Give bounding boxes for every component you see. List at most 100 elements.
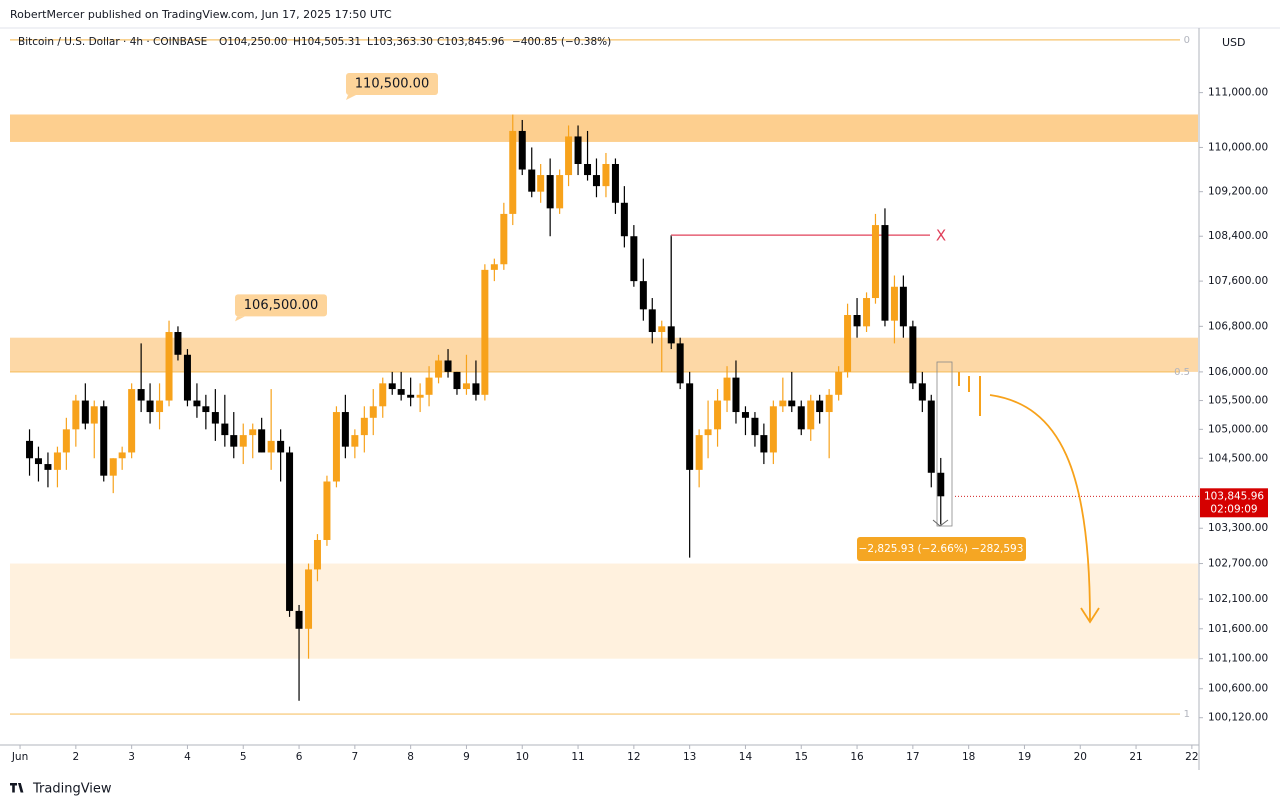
x-tick-label: 6 <box>296 751 303 763</box>
candle-body <box>844 315 852 372</box>
candle-body <box>202 406 210 413</box>
level-label-pointer <box>346 94 356 100</box>
candle-body <box>890 286 898 321</box>
candle-body <box>518 130 526 170</box>
candle-body <box>546 175 554 209</box>
candle-body <box>72 400 80 430</box>
candle-body <box>34 458 42 465</box>
candle-body <box>769 406 777 453</box>
x-tick-label: 9 <box>463 751 470 763</box>
x-tick-label: 21 <box>1129 751 1142 763</box>
candle-body <box>62 429 70 453</box>
brand: TradingView <box>10 782 112 797</box>
legend-high: H104,505.31 <box>293 36 361 48</box>
zone <box>10 337 1198 372</box>
x-tick-label: 12 <box>627 751 640 763</box>
candle-body <box>286 452 294 611</box>
y-tick-label: 104,500.00 <box>1208 452 1268 464</box>
candle-body <box>174 332 182 355</box>
candle-body <box>156 400 164 413</box>
last-price-label: 103,845.96 <box>1204 490 1264 502</box>
candle-body <box>500 213 508 265</box>
candle-body <box>267 440 275 453</box>
candle-body <box>602 163 610 187</box>
candle-body <box>193 400 201 407</box>
x-tick-label: Jun <box>11 751 28 763</box>
candle-body <box>667 326 675 344</box>
candle-body <box>732 377 740 413</box>
y-tick-label: 110,000.00 <box>1208 141 1268 153</box>
candle-body <box>277 440 285 453</box>
level-label: 110,500.00 <box>355 76 429 91</box>
candle-body <box>741 412 749 418</box>
candle-body <box>556 175 564 209</box>
level-label-box <box>235 294 327 317</box>
x-tick-label: 10 <box>516 751 529 763</box>
legend-symbol: Bitcoin / U.S. Dollar · 4h · COINBASE <box>18 36 207 48</box>
y-tick-label: 102,700.00 <box>1208 558 1268 570</box>
candle-body <box>332 412 340 482</box>
y-tick-label: 108,400.00 <box>1208 230 1268 242</box>
candle-body <box>379 383 387 407</box>
x-tick-label: 20 <box>1074 751 1087 763</box>
candle-body <box>574 136 582 164</box>
candle-body <box>899 286 907 327</box>
candle-body <box>81 400 89 424</box>
x-tick-label: 4 <box>184 751 191 763</box>
y-tick-label: 105,000.00 <box>1208 423 1268 435</box>
candle-body <box>686 383 694 470</box>
x-tick-label: 15 <box>795 751 808 763</box>
candle-body <box>221 423 229 436</box>
candle-body <box>918 383 926 401</box>
candle-body <box>109 458 117 476</box>
candle-body <box>760 435 768 453</box>
x-tick-label: 14 <box>739 751 753 763</box>
legend-change: −400.85 (−0.38%) <box>512 36 611 48</box>
candle-body <box>165 332 173 401</box>
candle-body <box>639 281 647 310</box>
x-tick-label: 5 <box>240 751 247 763</box>
fib-label: 1 <box>1184 709 1190 720</box>
candle-body <box>871 225 879 299</box>
candle-body <box>797 406 805 430</box>
measure-tool: −2,825.93 (−2.66%) −282,593 <box>857 361 1026 561</box>
candle-body <box>751 417 759 436</box>
candle-body <box>779 400 787 407</box>
measure-label: −2,825.93 (−2.66%) −282,593 <box>859 543 1024 555</box>
x-tick-label: 2 <box>73 751 80 763</box>
candle-body <box>592 175 600 187</box>
zone <box>10 114 1198 142</box>
candle-body <box>648 309 656 333</box>
candle-body <box>341 412 349 447</box>
candle-body <box>676 343 684 384</box>
marker-label: X <box>936 227 946 245</box>
candle-body <box>295 610 303 629</box>
y-tick-label: 107,600.00 <box>1208 275 1268 287</box>
candle-body <box>723 377 731 401</box>
x-tick-label: 3 <box>128 751 135 763</box>
candle-body <box>927 400 935 473</box>
candle-body <box>323 481 331 540</box>
candle-body <box>453 371 461 390</box>
fib-label: 0.5 <box>1174 367 1190 378</box>
candle-body <box>313 539 321 570</box>
candle-body <box>695 435 703 470</box>
candle-body <box>611 163 619 203</box>
legend-close: C103,845.96 <box>437 36 505 48</box>
candle-body <box>137 389 145 401</box>
candle-body <box>658 326 666 333</box>
x-tick-label: 22 <box>1185 751 1198 763</box>
y-tick-label: 111,000.00 <box>1208 87 1268 99</box>
candle-body <box>258 429 266 453</box>
candle-body <box>128 389 136 453</box>
candle-body <box>305 569 313 629</box>
x-tick-label: 7 <box>352 751 359 763</box>
x-tick-label: 8 <box>407 751 414 763</box>
candle-body <box>444 360 452 372</box>
candle-body <box>388 383 396 390</box>
candle-body <box>26 440 34 459</box>
y-tick-label: 102,100.00 <box>1208 593 1268 605</box>
candle-body <box>360 417 368 436</box>
y-tick-label: 105,500.00 <box>1208 395 1268 407</box>
